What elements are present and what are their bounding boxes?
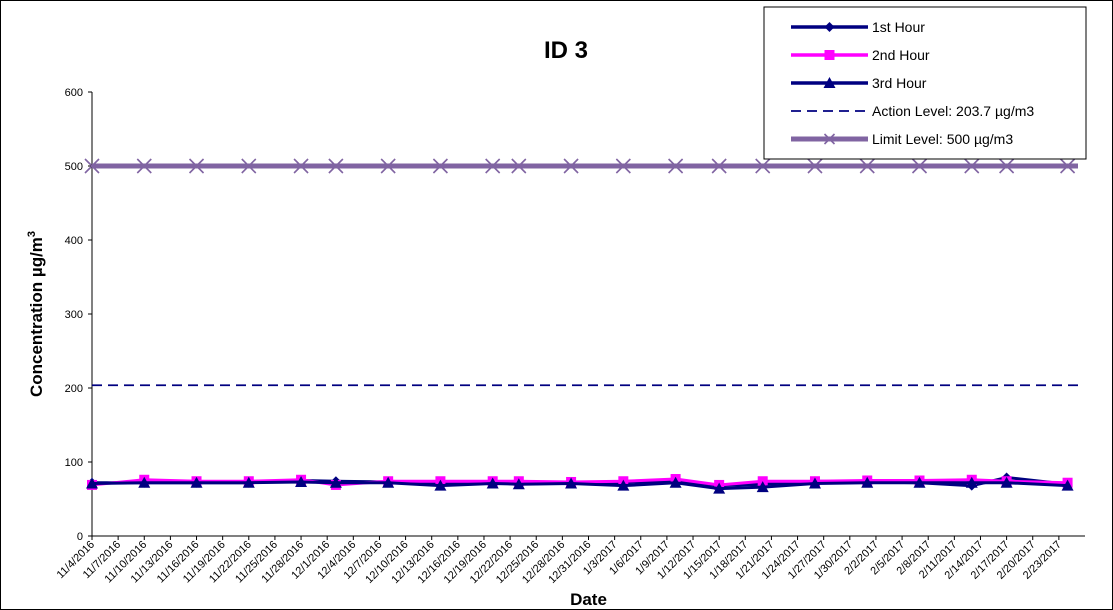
series-3-point: [913, 476, 926, 488]
series-3-point: [965, 476, 978, 488]
legend-label: 2nd Hour: [872, 47, 930, 63]
y-tick-label: 100: [65, 457, 83, 469]
series-3-point: [242, 476, 255, 488]
y-axis-title-superscript: 3: [26, 231, 38, 237]
series-3-point: [295, 475, 308, 487]
legend-label: Action Level: 203.7 µg/m3: [872, 103, 1034, 119]
limit-level-marker: [911, 158, 928, 174]
y-tick-label: 0: [77, 531, 83, 543]
series-3-point: [190, 476, 203, 488]
y-tick-label: 200: [65, 383, 83, 395]
x-axis-title: Date: [570, 590, 607, 609]
limit-level-marker: [485, 158, 501, 174]
series-3-point: [382, 476, 395, 488]
chart-title: ID 3: [544, 37, 588, 64]
limit-level-marker: [380, 158, 396, 174]
series-3-point: [434, 479, 447, 491]
limit-level-marker: [136, 158, 152, 174]
series-3-point: [512, 478, 525, 490]
legend-label: 1st Hour: [872, 19, 925, 35]
legend-swatch-marker: [823, 133, 836, 145]
legend-label: Limit Level: 500 µg/m3: [872, 131, 1013, 147]
y-tick-label: 300: [65, 309, 83, 321]
limit-level-marker: [615, 158, 631, 174]
limit-level-marker: [711, 158, 727, 174]
limit-level-marker: [755, 158, 771, 174]
series-3-point: [617, 479, 630, 491]
series-3-point: [486, 477, 499, 489]
limit-level-marker: [964, 158, 980, 174]
limit-level-marker: [999, 158, 1015, 174]
limit-level-marker: [511, 158, 527, 174]
series-3-point: [565, 477, 578, 489]
legend-swatch-marker: [824, 50, 835, 60]
limit-level-marker: [188, 158, 205, 174]
legend-swatch-marker: [823, 77, 836, 88]
y-tick-label: 500: [65, 161, 83, 173]
y-tick-label: 400: [65, 235, 83, 247]
limit-level-marker: [293, 158, 309, 174]
series-3-point: [329, 476, 342, 488]
series-3-point: [713, 482, 726, 494]
y-axis-title: Concentration µg/m3: [26, 231, 46, 397]
legend-swatch-marker: [824, 22, 835, 32]
series-3-point: [1000, 476, 1013, 488]
series-3-point: [1061, 479, 1074, 491]
series-3-point: [86, 477, 98, 489]
limit-level-marker: [84, 158, 100, 174]
limit-level-marker: [328, 158, 344, 174]
limit-level-marker: [859, 158, 875, 174]
limit-level-marker: [432, 158, 448, 174]
legend-label: 3rd Hour: [872, 75, 927, 91]
series-3-point: [861, 476, 874, 488]
y-tick-label: 600: [65, 87, 83, 99]
series-3-point: [808, 477, 821, 489]
limit-level-marker: [668, 158, 684, 174]
series-3-point: [669, 476, 682, 488]
limit-level-marker: [1060, 158, 1076, 174]
limit-level-marker: [807, 158, 823, 174]
limit-level-marker: [241, 158, 257, 174]
series-3-point: [138, 476, 151, 488]
series-3-point: [756, 481, 769, 493]
limit-level-marker: [563, 158, 579, 174]
